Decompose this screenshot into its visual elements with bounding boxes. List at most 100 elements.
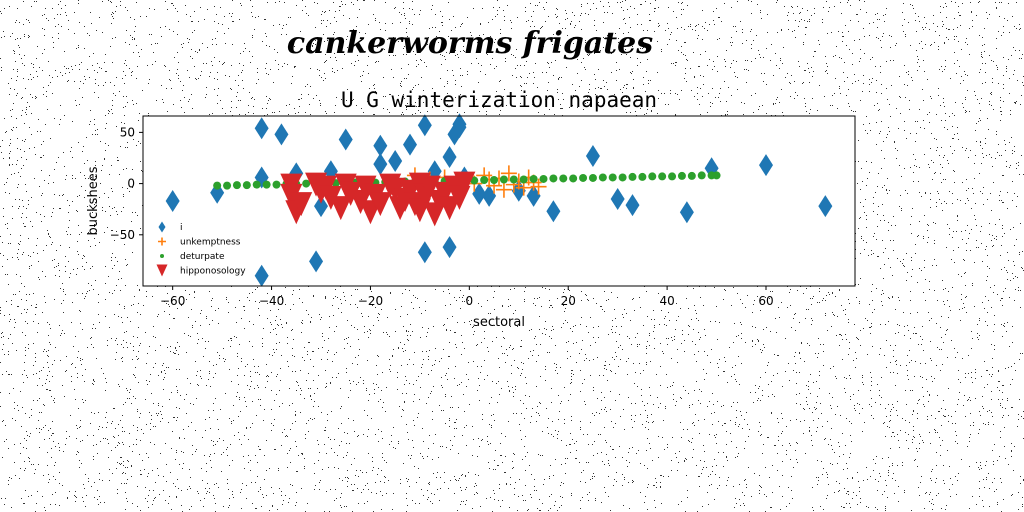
data-point (490, 176, 499, 185)
data-point (272, 180, 281, 189)
data-point (608, 173, 617, 182)
plot-area (143, 116, 855, 286)
data-point (559, 174, 568, 183)
data-point (290, 192, 313, 217)
data-point (628, 172, 637, 181)
plot-frame (142, 115, 856, 287)
legend-label: i (180, 223, 183, 233)
data-point (274, 123, 289, 146)
data-point (242, 181, 251, 190)
data-point (598, 173, 607, 182)
data-point (223, 181, 232, 190)
data-point (569, 174, 578, 183)
legend: i unkemptness deturpate hipponosology (156, 221, 246, 277)
data-point (452, 113, 467, 136)
data-point (549, 174, 558, 183)
data-point (546, 200, 561, 223)
data-point (369, 192, 392, 217)
x-tick-label: −60 (160, 294, 185, 308)
data-point (658, 172, 667, 181)
data-point (500, 165, 517, 182)
legend-label: hipponosology (180, 267, 246, 277)
data-point (254, 117, 269, 140)
data-point (509, 175, 518, 184)
y-tick-label: −50 (110, 228, 135, 242)
data-point (373, 153, 388, 176)
x-tick-label: 60 (758, 294, 773, 308)
data-point (403, 133, 417, 156)
data-point (302, 179, 311, 188)
data-point (438, 196, 461, 221)
data-point (648, 172, 657, 181)
data-point (338, 128, 353, 151)
data-point (472, 182, 487, 205)
data-point (668, 172, 677, 181)
data-point (818, 195, 833, 218)
data-point (442, 236, 457, 259)
data-point (712, 171, 721, 180)
x-tick-label: 20 (561, 294, 576, 308)
data-point (418, 175, 441, 200)
data-point (388, 150, 403, 173)
data-point (526, 184, 541, 207)
axis-ticks: −60 −40 −20 0 20 40 60 −50 0 50 (110, 125, 774, 308)
data-point (638, 172, 647, 181)
data-point (610, 187, 625, 210)
data-point (470, 176, 479, 185)
legend-item: unkemptness (158, 237, 241, 248)
legend-label: unkemptness (180, 238, 241, 248)
data-point (585, 144, 600, 167)
data-point (588, 173, 597, 182)
data-point (165, 190, 180, 212)
data-point (618, 173, 627, 182)
chart-title: U G winterization napaean (341, 88, 657, 112)
figure-suptitle: cankerworms frigates (286, 26, 654, 61)
data-point (579, 173, 588, 182)
data-point (447, 123, 462, 146)
y-axis-label: buckshees (86, 166, 101, 235)
x-axis-label: sectoral (473, 315, 525, 330)
data-point (519, 175, 528, 184)
x-tick-label: −20 (358, 294, 383, 308)
data-point (314, 195, 328, 218)
legend-item: deturpate (160, 252, 225, 262)
legend-item: i (158, 221, 183, 233)
data-point (262, 180, 271, 189)
data-point (280, 183, 303, 208)
legend-item: hipponosology (156, 264, 246, 277)
data-point (309, 250, 324, 273)
data-point (499, 175, 508, 184)
x-tick-label: −40 (259, 294, 284, 308)
data-point (759, 154, 773, 177)
data-point (339, 181, 362, 206)
data-point (453, 171, 476, 196)
data-point (254, 264, 269, 287)
data-point (329, 196, 352, 221)
data-point (625, 194, 640, 217)
data-point (232, 181, 241, 190)
data-point (442, 145, 457, 168)
legend-marker (158, 237, 166, 246)
data-point (677, 171, 686, 180)
data-point (213, 181, 222, 190)
data-point (687, 171, 696, 180)
data-point (480, 176, 489, 185)
plot-marks (143, 113, 855, 287)
series-4 (280, 171, 476, 227)
x-tick-label: 40 (659, 294, 674, 308)
data-point (482, 184, 497, 207)
data-point (530, 178, 547, 195)
legend-marker (160, 254, 164, 258)
data-point (539, 174, 548, 183)
legend-marker (156, 264, 168, 277)
data-point (697, 171, 706, 180)
data-point (529, 174, 538, 183)
data-point (417, 114, 432, 137)
data-point (373, 134, 388, 157)
y-tick-label: 50 (120, 125, 135, 139)
data-point (679, 201, 694, 224)
legend-label: deturpate (180, 252, 225, 262)
legend-marker (158, 221, 166, 233)
